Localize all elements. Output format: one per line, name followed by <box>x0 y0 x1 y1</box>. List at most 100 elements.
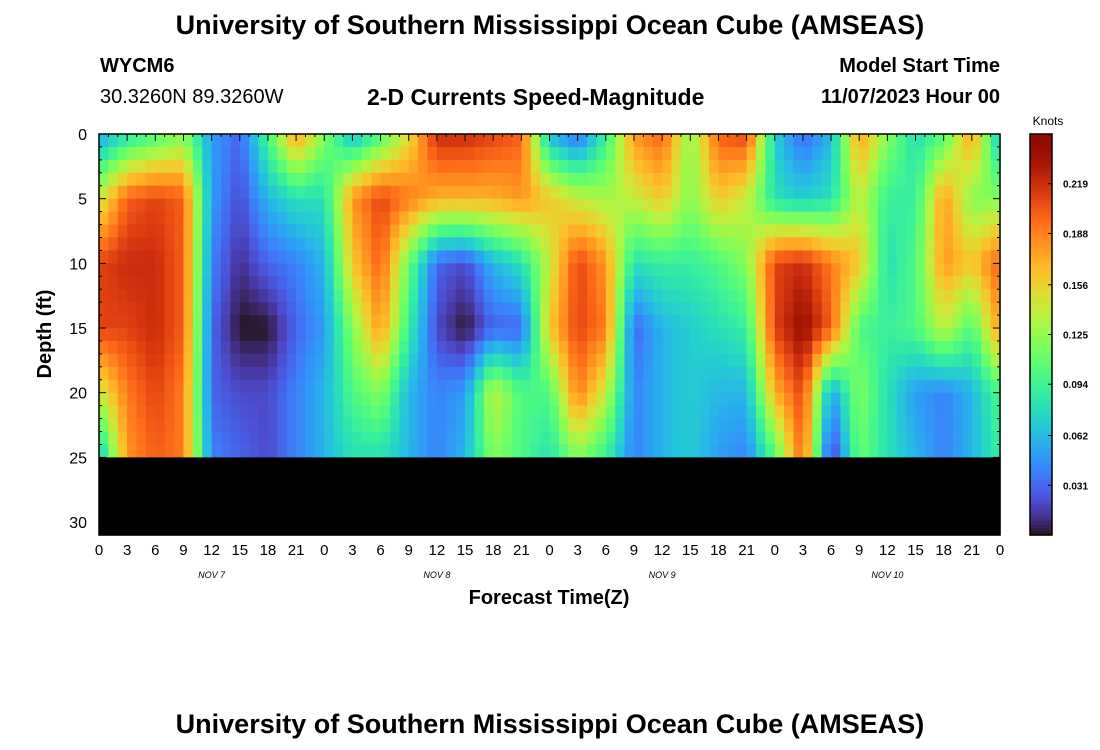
heatmap-cell <box>587 405 598 420</box>
heatmap-cell <box>99 185 109 200</box>
heatmap-cell <box>136 444 147 458</box>
heatmap-cell <box>990 172 1001 187</box>
heatmap-cell <box>324 496 335 510</box>
heatmap-cell <box>202 224 213 239</box>
heatmap-cell <box>662 366 673 381</box>
heatmap-cell <box>671 289 682 303</box>
heatmap-cell <box>483 483 494 497</box>
colorbar-segment <box>1030 458 1052 463</box>
heatmap-cell <box>671 405 682 420</box>
heatmap-cell <box>371 444 382 458</box>
heatmap-cell <box>361 353 372 368</box>
heatmap-cell <box>418 522 429 536</box>
heatmap-cell <box>127 198 138 213</box>
heatmap-cell <box>211 263 222 277</box>
heatmap-cell <box>465 522 476 536</box>
heatmap-cell <box>221 379 231 394</box>
heatmap-cell <box>605 315 616 329</box>
heatmap-cell <box>399 276 410 290</box>
heatmap-cell <box>221 302 231 316</box>
heatmap-cell <box>530 159 541 174</box>
heatmap-cell <box>540 431 551 446</box>
heatmap-cell <box>699 237 710 252</box>
heatmap-cell <box>277 431 288 446</box>
heatmap-cell <box>924 328 935 342</box>
heatmap-cell <box>418 134 429 148</box>
heatmap-cell <box>568 366 579 381</box>
heatmap-cell <box>361 379 372 394</box>
heatmap-cell <box>896 405 907 420</box>
heatmap-cell <box>436 237 447 252</box>
heatmap-cell <box>249 509 260 523</box>
heatmap-cell <box>671 237 682 252</box>
heatmap-cell <box>108 328 119 342</box>
heatmap-cell <box>943 405 954 420</box>
heatmap-cell <box>502 470 513 484</box>
heatmap-cell <box>408 457 419 471</box>
heatmap-cell <box>277 315 288 329</box>
heatmap-cell <box>267 237 278 252</box>
heatmap-cell <box>249 366 260 381</box>
heatmap-cell <box>155 328 166 342</box>
heatmap-cell <box>971 353 982 368</box>
heatmap-cell <box>192 276 203 290</box>
heatmap-cell <box>718 328 729 342</box>
heatmap-cell <box>981 509 992 523</box>
heatmap-cell <box>221 276 231 290</box>
heatmap-cell <box>164 444 175 458</box>
heatmap-cell <box>455 134 466 148</box>
heatmap-cell <box>465 366 476 381</box>
heatmap-cell <box>277 211 288 226</box>
heatmap-cell <box>953 185 964 200</box>
x-tick-label: 9 <box>179 542 187 559</box>
heatmap-cell <box>831 172 842 187</box>
heatmap-cell <box>981 134 992 148</box>
heatmap-cell <box>793 392 804 407</box>
heatmap-cell <box>990 263 1001 277</box>
heatmap-cell <box>502 134 513 148</box>
heatmap-cell <box>840 250 851 264</box>
colorbar-segment <box>1030 134 1052 138</box>
heatmap-cell <box>896 185 907 200</box>
heatmap-cell <box>877 522 888 536</box>
heatmap-cell <box>605 185 616 200</box>
heatmap-cell <box>887 172 898 187</box>
heatmap-cell <box>540 185 551 200</box>
heatmap-cell <box>239 159 250 174</box>
heatmap-cell <box>183 302 194 316</box>
colorbar-segment <box>1030 377 1052 382</box>
heatmap-cell <box>230 392 241 407</box>
heatmap-cell <box>380 366 391 381</box>
heatmap-cell <box>455 250 466 264</box>
heatmap-cell <box>934 379 945 394</box>
heatmap-cell <box>962 418 973 433</box>
heatmap-cell <box>192 224 203 239</box>
heatmap-cell <box>530 315 541 329</box>
heatmap-cell <box>953 431 964 446</box>
heatmap-cell <box>521 379 532 394</box>
heatmap-cell <box>896 276 907 290</box>
heatmap-cell <box>680 250 691 264</box>
heatmap-cell <box>352 146 363 161</box>
heatmap-cell <box>286 250 297 264</box>
heatmap-cell <box>896 379 907 394</box>
heatmap-cell <box>887 340 898 355</box>
heatmap-cell <box>924 237 935 252</box>
heatmap-cell <box>277 470 288 484</box>
heatmap-cell <box>718 263 729 277</box>
heatmap-cell <box>549 134 560 148</box>
heatmap-cell <box>221 353 231 368</box>
heatmap-cell <box>906 509 917 523</box>
heatmap-cell <box>643 392 654 407</box>
colorbar-segment <box>1030 144 1052 148</box>
heatmap-cell <box>455 405 466 420</box>
heatmap-cell <box>981 172 992 187</box>
heatmap-cell <box>887 418 898 433</box>
heatmap-cell <box>859 211 870 226</box>
heatmap-cell <box>943 328 954 342</box>
heatmap-cell <box>934 185 945 200</box>
heatmap-cell <box>943 134 954 148</box>
heatmap-cell <box>502 263 513 277</box>
heatmap-cell <box>343 483 354 497</box>
heatmap-cell <box>145 405 156 420</box>
